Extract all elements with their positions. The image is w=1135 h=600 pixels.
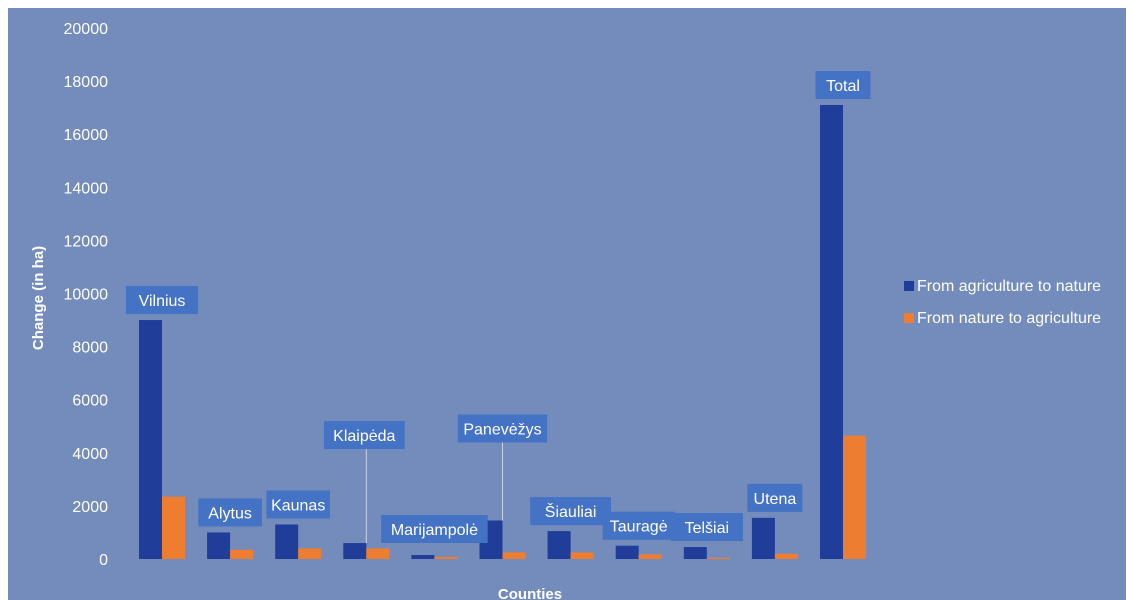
data-label-siauliai: Šiauliai — [530, 497, 611, 526]
y-tick-label: 2000 — [72, 499, 108, 516]
data-label-text: Tauragė — [610, 519, 668, 536]
data-label-klaipeda: Klaipėda — [323, 421, 405, 450]
y-tick-label: 10000 — [64, 287, 109, 304]
bar-vilnius-from-agriculture-to-nature — [139, 320, 162, 559]
data-label-box — [747, 483, 803, 512]
bar-telsiai-from-agriculture-to-nature — [683, 547, 707, 559]
bar-siauliai-from-agriculture-to-nature — [547, 531, 571, 559]
y-axis-ticks: 0 2000 4000 6000 8000 10000 12000 14000 16000 180… — [64, 21, 109, 569]
bar-telsiai-from-nature-to-agriculture — [706, 557, 730, 559]
bar-chart: 0 2000 4000 6000 8000 10000 12000 14000 16000 180… — [30, 21, 1101, 600]
data-label-box — [125, 286, 199, 315]
data-label-panevezys: Panevėžys — [457, 414, 548, 443]
legend-swatch — [904, 281, 914, 291]
y-tick-label: 0 — [99, 552, 108, 569]
data-label-text: Telšiai — [685, 520, 729, 537]
data-label-text: Panevėžys — [463, 422, 541, 439]
bar-marijampole-from-agriculture-to-nature — [411, 555, 435, 559]
bar-total-from-nature-to-agriculture — [843, 435, 866, 559]
bars — [139, 104, 866, 560]
x-axis-title: Counties — [498, 586, 562, 600]
bar-siauliai-from-nature-to-agriculture — [570, 552, 594, 559]
bar-taurage-from-nature-to-agriculture — [638, 554, 662, 559]
legend-item-from-agriculture-to-nature: From agriculture to nature — [904, 278, 1101, 295]
legend: From agriculture to nature From nature to… — [904, 278, 1101, 327]
bar-panevezys-from-nature-to-agriculture — [502, 552, 526, 559]
y-axis-title: Change (in ha) — [30, 246, 47, 350]
legend-item-from-nature-to-agriculture: From nature to agriculture — [904, 310, 1101, 327]
legend-swatch — [904, 313, 914, 323]
data-label-marijampole: Marijampolė — [381, 515, 488, 544]
data-label-box — [530, 497, 611, 526]
data-label-telsiai: Telšiai — [670, 513, 743, 542]
y-tick-label: 14000 — [64, 180, 109, 197]
bar-klaipeda-from-nature-to-agriculture — [366, 548, 390, 559]
data-label-box — [381, 515, 488, 544]
data-label-text: Kaunas — [271, 497, 325, 514]
data-label-box — [815, 70, 871, 99]
y-tick-label: 6000 — [72, 393, 108, 410]
data-label-box — [266, 490, 330, 519]
data-label-text: Šiauliai — [545, 502, 597, 521]
data-label-kaunas: Kaunas — [266, 490, 330, 519]
data-label-taurage: Tauragė — [602, 511, 675, 540]
bar-alytus-from-nature-to-agriculture — [230, 549, 254, 559]
data-label-box — [670, 513, 743, 542]
data-label-total: Total — [815, 70, 871, 99]
data-label-text: Alytus — [208, 505, 252, 522]
chart-area: 0 2000 4000 6000 8000 10000 12000 14000 16000 180… — [8, 8, 1126, 600]
legend-label: From agriculture to nature — [917, 278, 1101, 295]
data-label-vilnius: Vilnius — [125, 286, 199, 315]
bar-alytus-from-agriculture-to-nature — [207, 532, 231, 559]
data-label-alytus: Alytus — [198, 498, 262, 527]
bar-klaipeda-from-agriculture-to-nature — [343, 543, 367, 559]
bar-vilnius-from-nature-to-agriculture — [162, 496, 185, 559]
bar-kaunas-from-nature-to-agriculture — [298, 548, 322, 559]
legend-label: From nature to agriculture — [917, 310, 1101, 327]
y-tick-label: 16000 — [64, 127, 109, 144]
data-label-utena: Utena — [747, 483, 803, 512]
y-tick-label: 18000 — [64, 74, 109, 91]
bar-taurage-from-agriculture-to-nature — [615, 545, 639, 559]
data-label-box — [457, 414, 548, 443]
data-label-text: Utena — [754, 491, 797, 508]
y-tick-label: 20000 — [64, 21, 109, 38]
data-label-box — [602, 511, 675, 540]
bar-utena-from-agriculture-to-nature — [751, 517, 775, 559]
data-label-box — [323, 421, 405, 450]
bar-total-from-agriculture-to-nature — [820, 104, 843, 560]
data-label-box — [198, 498, 262, 527]
bar-marijampole-from-nature-to-agriculture — [434, 556, 458, 559]
y-tick-label: 4000 — [72, 446, 108, 463]
y-tick-label: 8000 — [72, 340, 108, 357]
bar-kaunas-from-agriculture-to-nature — [275, 524, 299, 559]
data-label-text: Klaipėda — [333, 428, 395, 445]
y-tick-label: 12000 — [64, 233, 109, 250]
data-label-text: Vilnius — [139, 293, 186, 310]
data-label-text: Total — [826, 78, 860, 95]
data-labels: Vilnius Alytus Kaunas Klaipėda Marijampolė Pa… — [125, 70, 871, 544]
bar-utena-from-nature-to-agriculture — [774, 553, 798, 559]
data-label-text: Marijampolė — [391, 522, 478, 539]
